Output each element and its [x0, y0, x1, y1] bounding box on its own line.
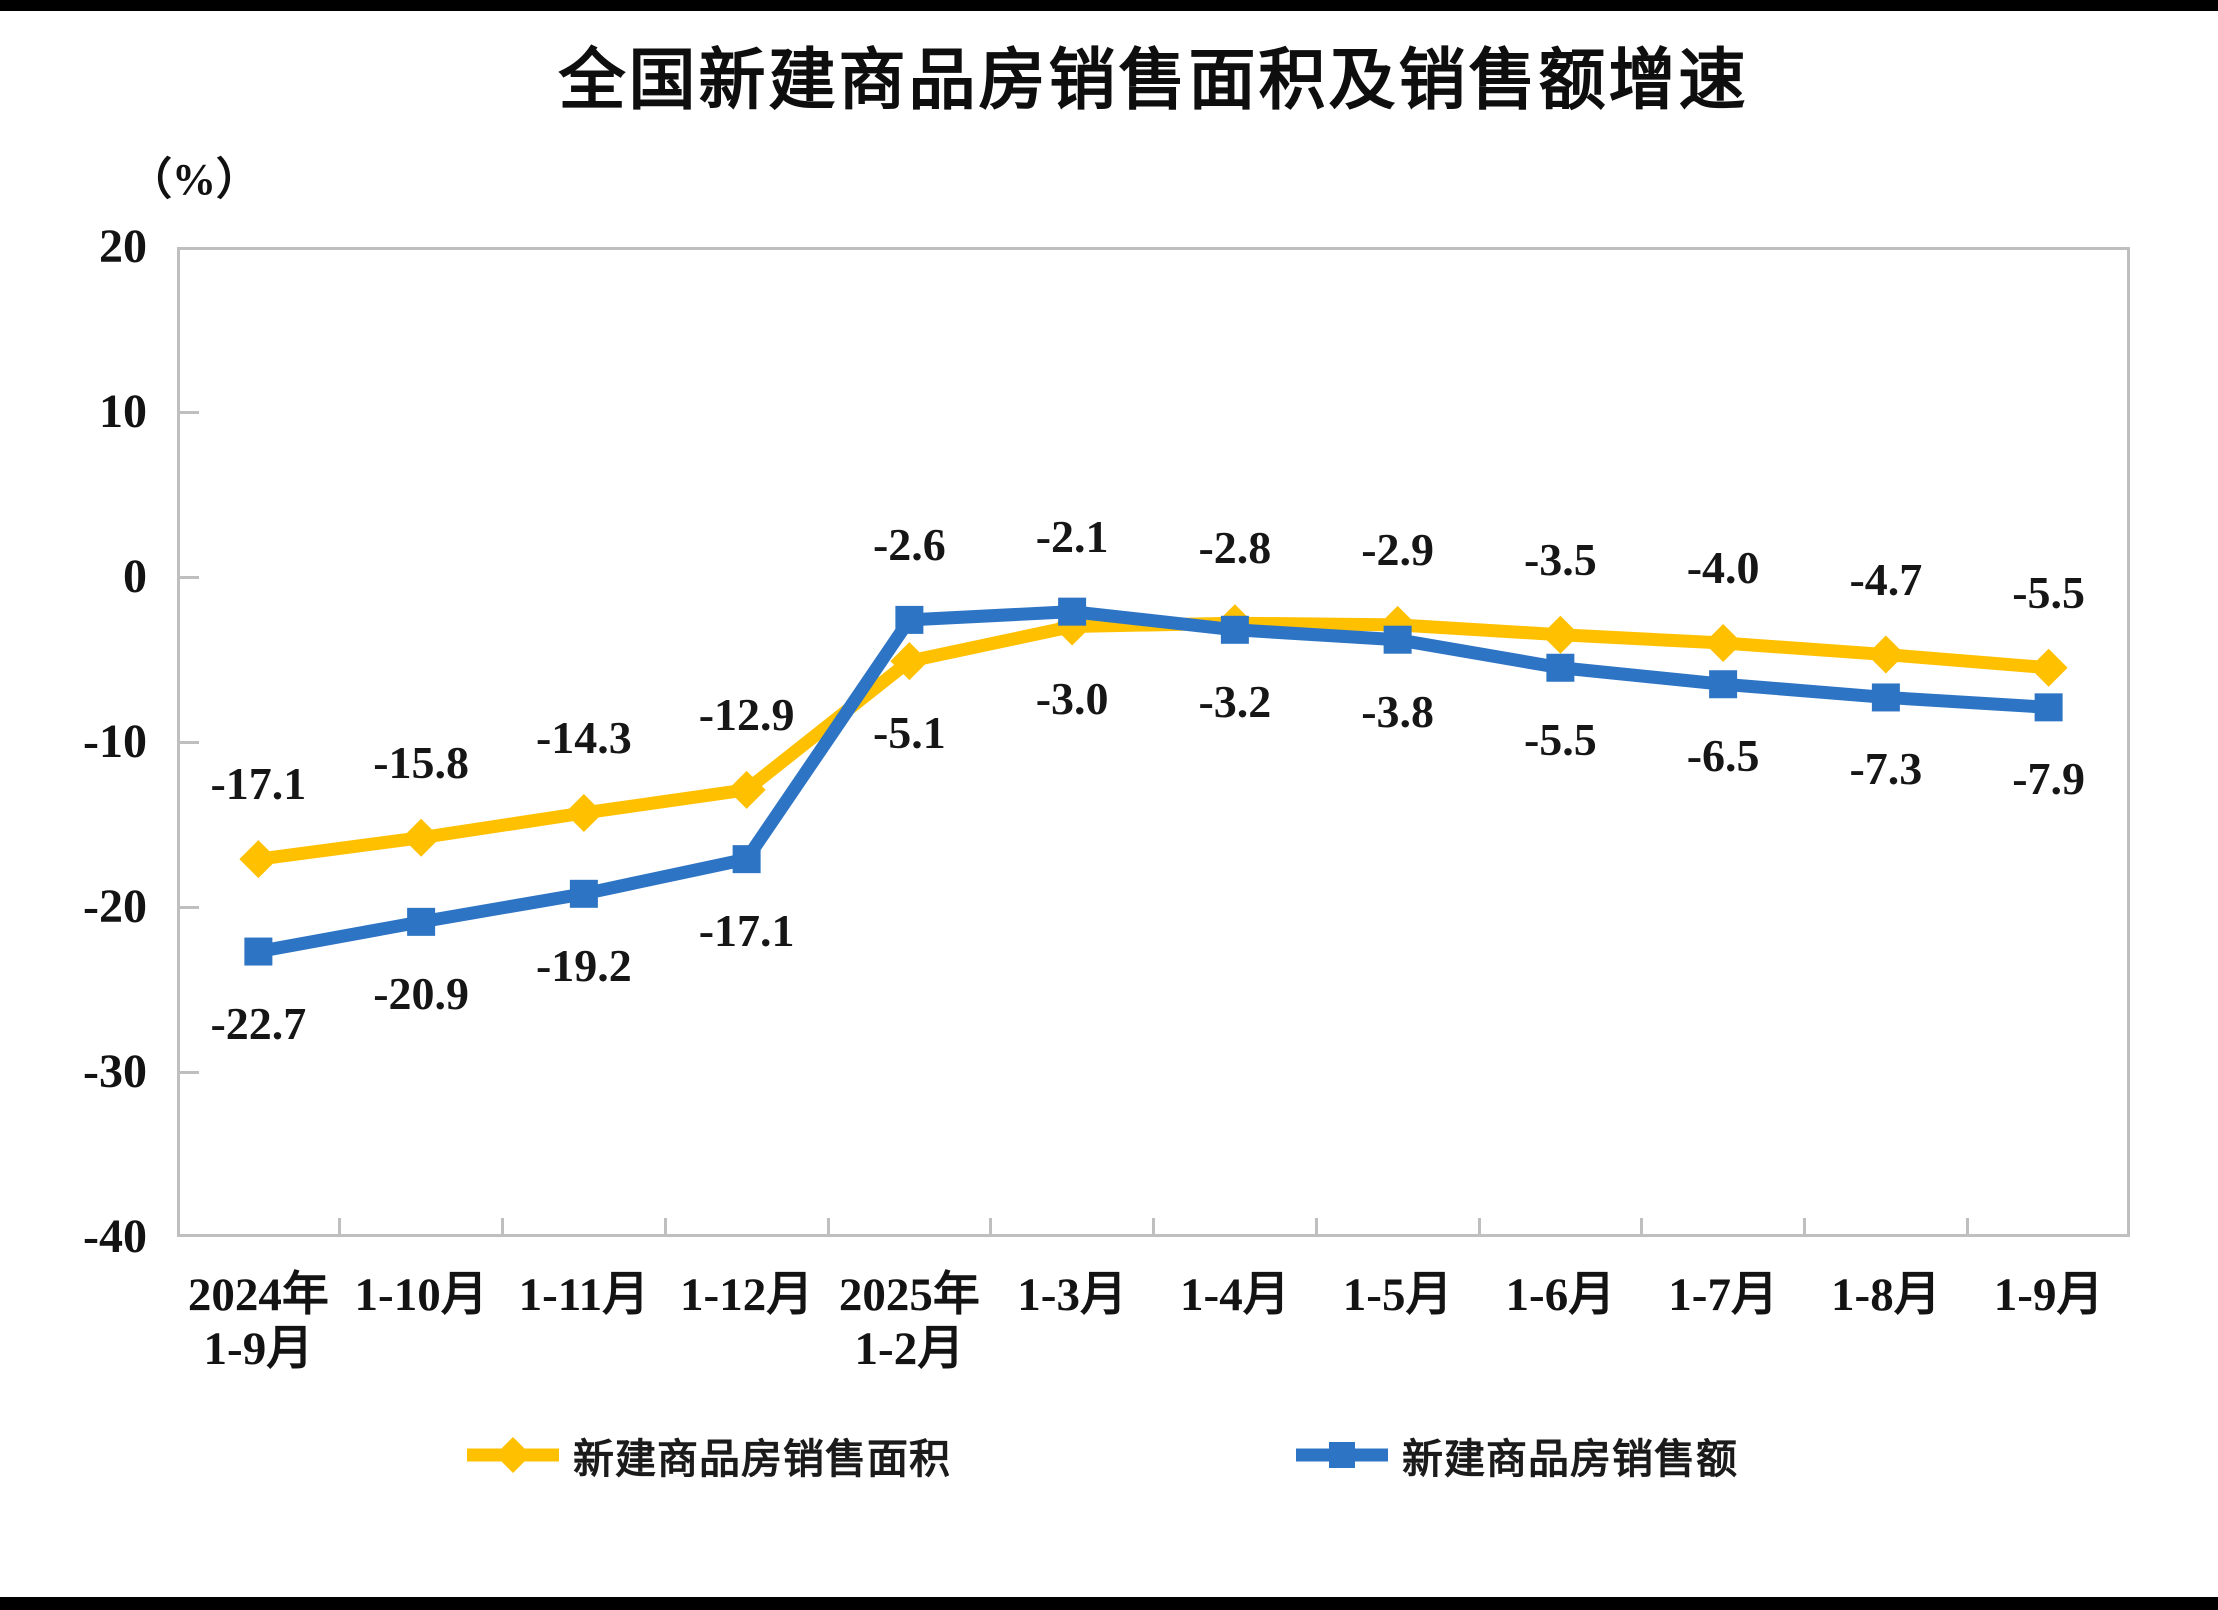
data-label: -5.1	[872, 707, 946, 759]
x-category-label: 1-6月	[1505, 1269, 1616, 1321]
x-tick-mark	[501, 1218, 504, 1237]
diamond-marker	[564, 793, 603, 832]
chart-title: 全国新建商品房销售面积及销售额增速	[558, 43, 1749, 118]
y-tick-label: 0	[123, 550, 147, 603]
x-tick-mark	[1152, 1218, 1155, 1237]
square-marker	[732, 845, 761, 874]
data-label: -7.3	[1849, 743, 1923, 795]
data-label: -4.7	[1849, 553, 1923, 605]
x-category-label: 1-9月	[1993, 1269, 2104, 1321]
x-tick-mark	[663, 1218, 667, 1237]
data-label: -19.2	[535, 939, 632, 991]
diamond-marker	[2029, 648, 2068, 687]
x-category-label: 1-11月	[518, 1269, 650, 1321]
data-label: -15.8	[373, 736, 470, 788]
y-tick-label: -30	[83, 1045, 147, 1098]
x-category-label: 2025年 1-2月	[838, 1269, 980, 1375]
legend-label: 新建商品房销售额	[1402, 1436, 1738, 1482]
square-marker	[2034, 693, 2063, 722]
data-label: -12.9	[698, 688, 795, 740]
x-category-label: 1-4月	[1180, 1269, 1290, 1321]
square-marker	[1058, 597, 1087, 626]
data-label: -7.9	[2012, 753, 2086, 805]
y-axis-unit-label: （%）	[128, 155, 260, 204]
square-marker	[895, 605, 924, 634]
legend-item-1: 新建商品房销售额	[1296, 1415, 1738, 1495]
data-label: -2.6	[872, 518, 946, 570]
x-tick-mark	[989, 1218, 993, 1237]
x-tick-mark	[1314, 1218, 1318, 1237]
diamond-marker	[1704, 624, 1743, 662]
y-tick-label: -40	[83, 1210, 147, 1263]
series-line-1	[251, 605, 2056, 959]
data-label: -5.5	[1523, 713, 1597, 765]
square-marker	[1220, 615, 1249, 644]
diamond-marker	[1541, 615, 1580, 654]
x-category-label: 1-5月	[1342, 1269, 1453, 1321]
y-tick-label: -20	[83, 880, 147, 933]
diamond-marker	[1866, 635, 1905, 674]
square-marker	[1383, 625, 1412, 654]
bottom-letterbox-bar	[0, 1597, 2218, 1610]
x-category-label: 1-10月	[354, 1269, 488, 1321]
data-label: -22.7	[210, 997, 307, 1049]
data-label: -3.8	[1361, 685, 1435, 737]
y-tick-mark	[177, 410, 199, 414]
x-tick-mark	[1477, 1218, 1481, 1237]
data-label: -5.5	[2012, 566, 2086, 618]
x-category-label: 1-12月	[680, 1269, 814, 1321]
x-category-label: 2024年 1-9月	[187, 1269, 329, 1375]
x-tick-mark	[1965, 1218, 1969, 1237]
data-label: -2.9	[1361, 523, 1435, 575]
square-marker	[1871, 683, 1900, 712]
y-tick-label: -10	[83, 715, 147, 768]
x-category-label: 1-7月	[1668, 1269, 1778, 1321]
y-tick-mark	[177, 740, 199, 744]
plot-area	[177, 247, 2130, 1237]
x-tick-mark	[1803, 1218, 1806, 1237]
data-label: -4.0	[1686, 542, 1760, 593]
square-legend-marker-icon	[1296, 1435, 1388, 1475]
x-tick-mark	[826, 1218, 830, 1237]
square-marker	[244, 937, 273, 966]
data-label: -20.9	[373, 967, 470, 1019]
data-label: -17.1	[698, 905, 795, 957]
legend: 新建商品房销售面积 新建商品房销售额	[0, 1415, 2218, 1495]
data-label: -3.5	[1523, 533, 1597, 585]
square-marker	[569, 879, 598, 908]
diamond-marker	[239, 840, 278, 879]
data-label: -3.2	[1198, 675, 1272, 727]
data-label: -2.1	[1035, 510, 1109, 562]
data-label: -2.8	[1198, 522, 1272, 574]
legend-label: 新建商品房销售面积	[573, 1436, 951, 1482]
diamond-marker	[890, 642, 929, 681]
x-tick-mark	[338, 1218, 342, 1237]
data-label: -6.5	[1686, 730, 1760, 782]
data-label: -17.1	[210, 758, 307, 810]
diamond-legend-marker-icon	[467, 1435, 559, 1475]
y-tick-mark	[177, 575, 199, 579]
y-tick-mark	[177, 1070, 199, 1074]
legend-item-0: 新建商品房销售面积	[467, 1415, 951, 1495]
square-marker	[407, 907, 436, 936]
top-letterbox-bar	[0, 0, 2218, 11]
data-label: -3.0	[1035, 672, 1109, 724]
x-category-label: 1-8月	[1831, 1269, 1941, 1321]
y-tick-mark	[177, 905, 199, 909]
square-marker	[1546, 653, 1575, 682]
diamond-marker	[727, 770, 766, 809]
square-marker	[1709, 670, 1738, 699]
diamond-marker	[402, 818, 441, 857]
y-tick-label: 10	[99, 385, 147, 438]
series-line-0	[251, 616, 2056, 866]
data-label: -14.3	[535, 711, 632, 763]
x-tick-mark	[1640, 1218, 1644, 1237]
x-category-label: 1-3月	[1017, 1269, 1127, 1321]
y-tick-label: 20	[99, 220, 147, 273]
